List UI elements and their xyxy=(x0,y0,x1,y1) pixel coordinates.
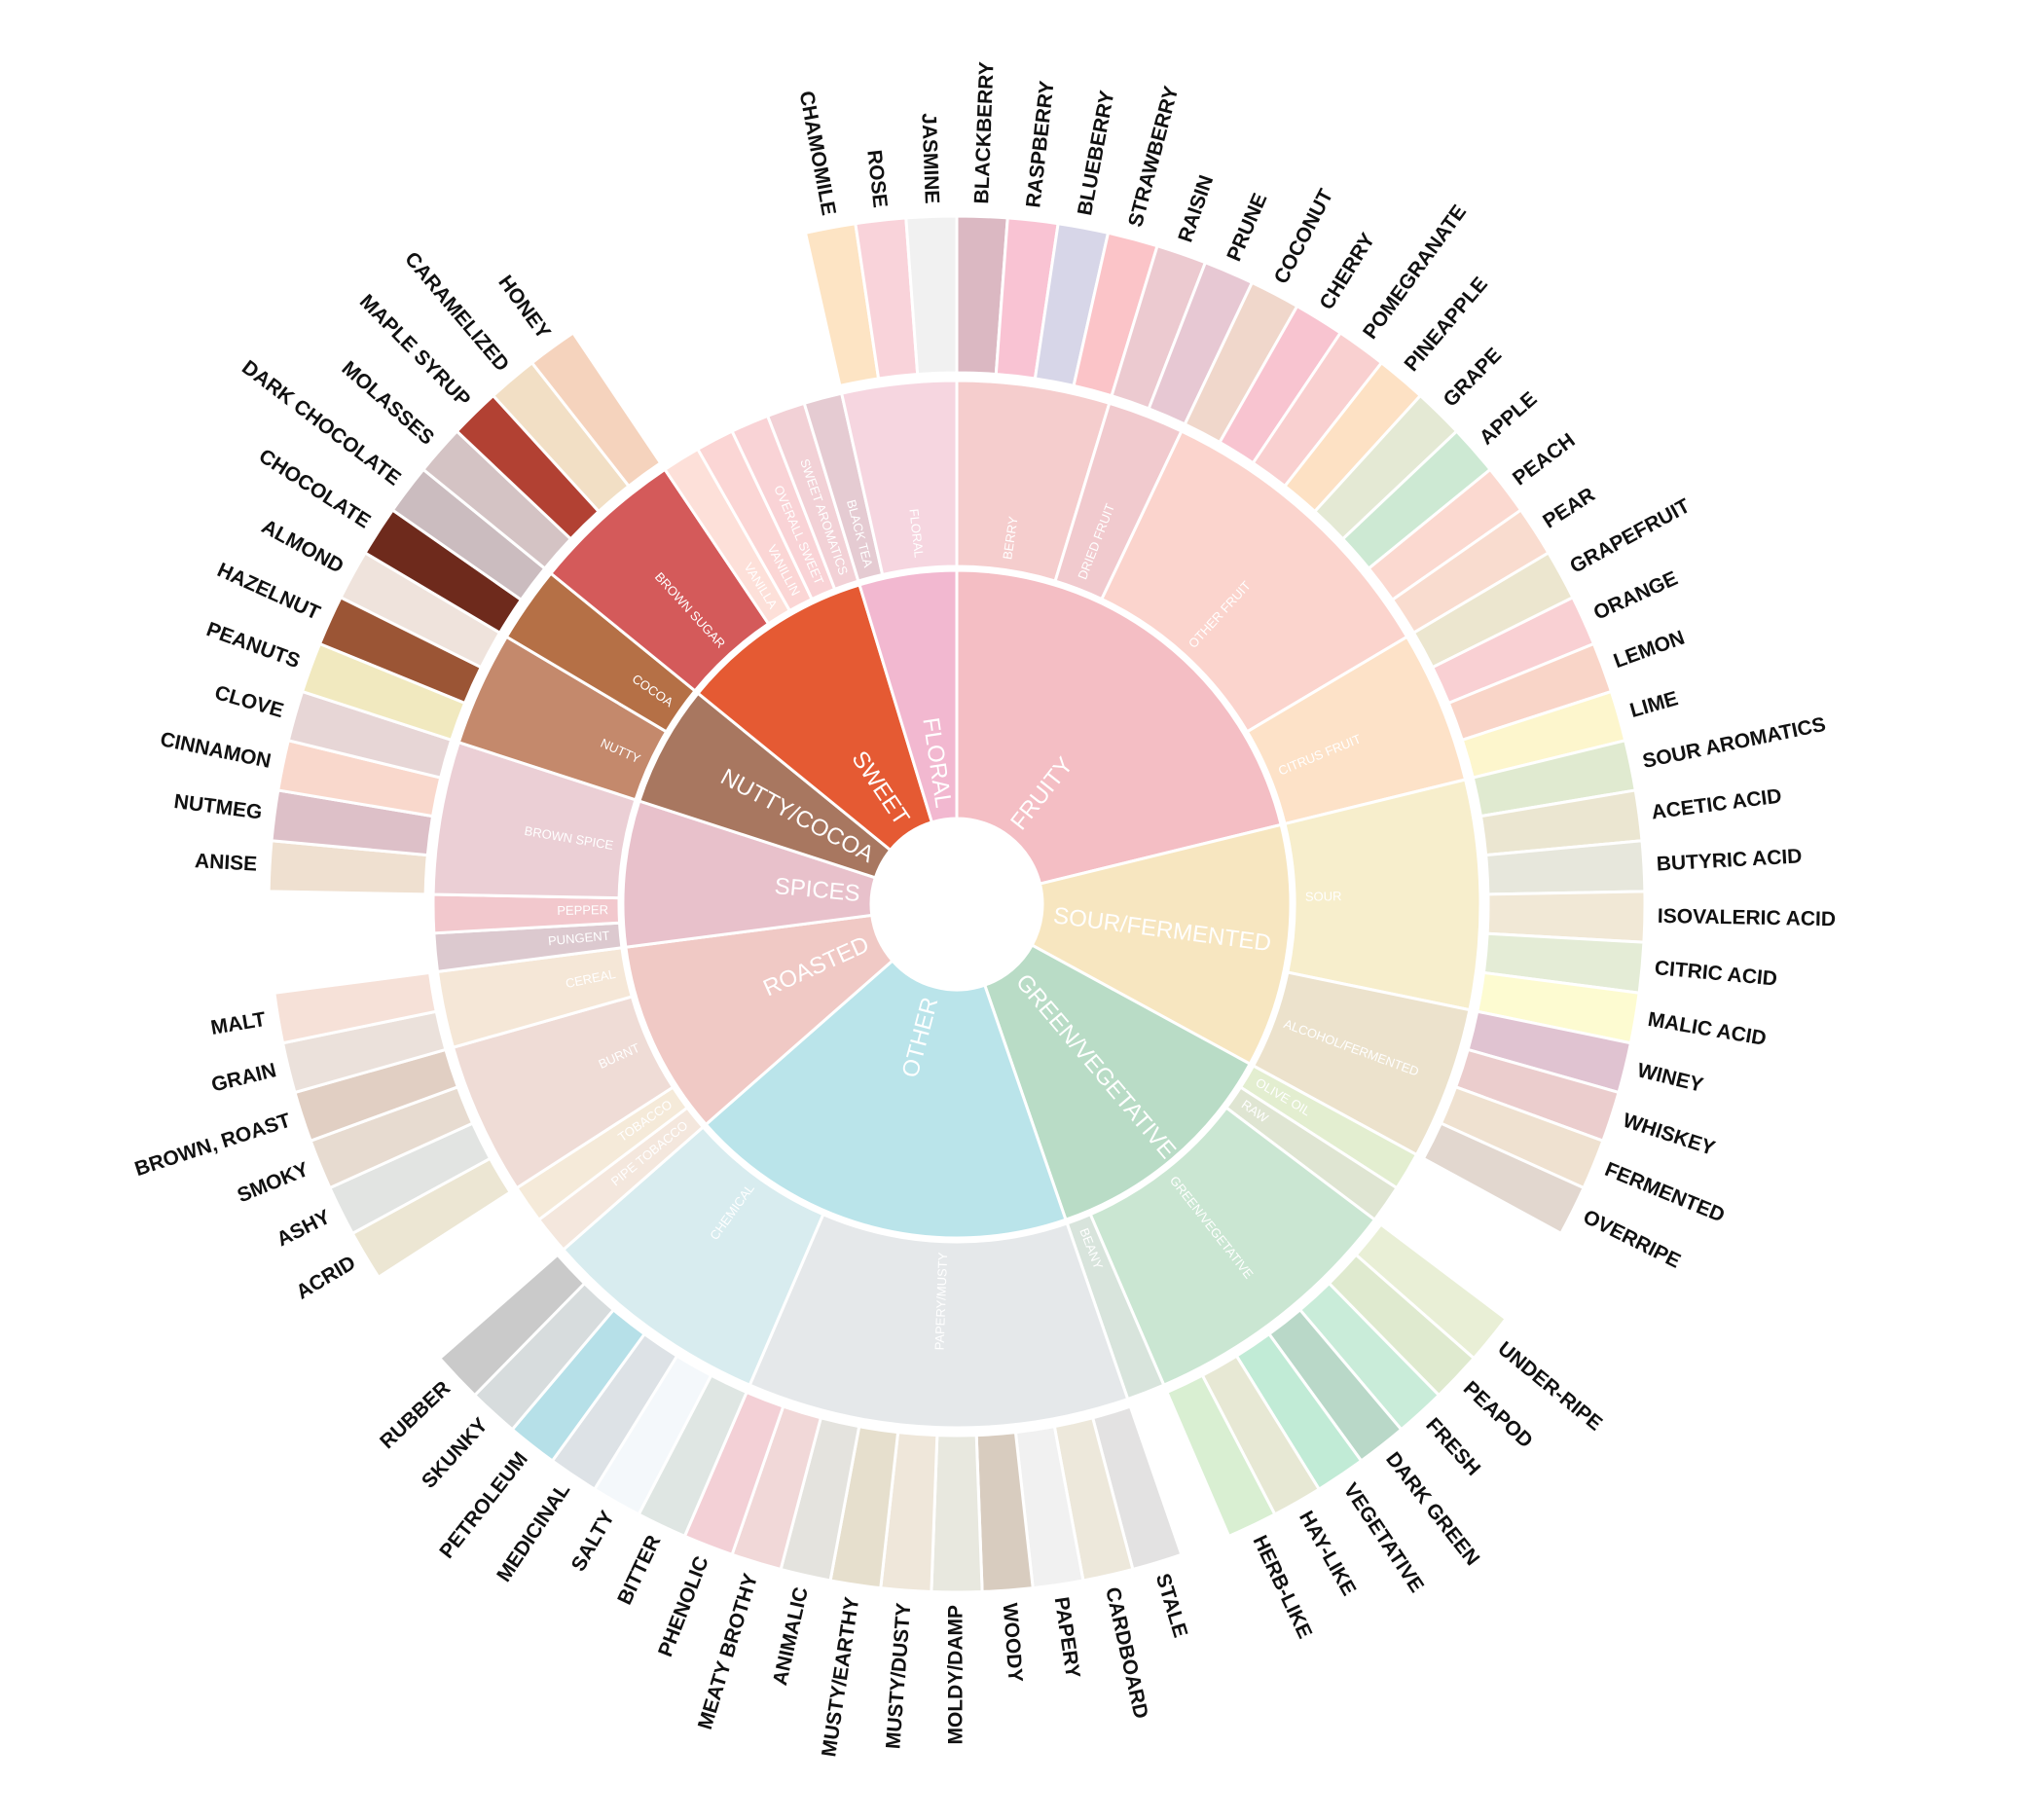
category-arc xyxy=(695,583,934,853)
flavor-label: PRUNE xyxy=(1223,190,1271,265)
flavor-label: ACRID xyxy=(292,1252,359,1304)
flavor-label: COCONUT xyxy=(1270,185,1338,287)
subcategory-label: BERRY xyxy=(1000,515,1020,561)
flavor-label: FERMENTED xyxy=(1601,1158,1728,1227)
flavor-label: MUSTY/EARTHY xyxy=(818,1595,863,1758)
category-arc xyxy=(1030,822,1293,1067)
flavor-label: PEAR xyxy=(1539,484,1599,533)
category-arc xyxy=(858,568,959,824)
flavor-label: SALTY xyxy=(567,1508,619,1576)
flavor-arc xyxy=(930,1434,984,1594)
flavor-label: BLUEBERRY xyxy=(1074,89,1118,217)
flavor-label: STRAWBERRY xyxy=(1124,84,1183,230)
flavor-label: PEAPOD xyxy=(1459,1377,1537,1453)
category-arc xyxy=(982,943,1253,1222)
flavor-label: BLACKBERRY xyxy=(970,61,998,204)
flavor-label: APPLE xyxy=(1476,387,1542,449)
flavor-label: HAY-LIKE xyxy=(1295,1508,1361,1600)
flavor-label: BUTYRIC ACID xyxy=(1656,845,1803,875)
flavor-label: CINNAMON xyxy=(159,728,274,773)
flavor-arc xyxy=(1421,1121,1587,1236)
flavor-label: PHENOLIC xyxy=(654,1553,713,1659)
flavor-label: SMOKY xyxy=(235,1158,312,1207)
flavor-label: MEATY BROTHY xyxy=(694,1571,762,1732)
flavor-label: CHERRY xyxy=(1315,230,1379,314)
flavor-label: ASHY xyxy=(274,1206,334,1252)
subcategory-label: PAPERY/MUSTY xyxy=(931,1252,950,1350)
flavor-label: SKUNKY xyxy=(418,1414,493,1493)
flavor-label: HAZELNUT xyxy=(214,559,324,625)
flavor-label: LIME xyxy=(1627,687,1681,722)
flavor-label: ANISE xyxy=(194,850,257,876)
flavor-label: ISOVALERIC ACID xyxy=(1658,905,1837,930)
flavor-label: WINEY xyxy=(1635,1059,1705,1097)
category-arc xyxy=(624,913,894,1127)
flavor-label: HONEY xyxy=(493,272,555,344)
flavor-label: RASPBERRY xyxy=(1022,80,1058,209)
category-arc xyxy=(704,958,1068,1240)
flavor-label: RUBBER xyxy=(376,1377,455,1453)
flavor-label: ROSE xyxy=(862,149,891,209)
flavor-arc xyxy=(273,970,439,1045)
flavor-label: CHAMOMILE xyxy=(795,90,840,218)
flavor-label: MUSTY/DUSTY xyxy=(882,1602,915,1750)
flavor-label: BROWN, ROAST xyxy=(132,1110,294,1181)
flavor-label: JASMINE xyxy=(917,113,942,204)
flavor-label: LEMON xyxy=(1611,627,1688,673)
category-arc xyxy=(621,799,878,949)
subcategory-label: PUNGENT xyxy=(547,928,610,949)
flavor-label: OVERRIPE xyxy=(1580,1206,1684,1273)
flavor-label: PEACH xyxy=(1509,429,1580,491)
flavor-arc xyxy=(529,330,663,489)
flavor-label: CLOVE xyxy=(212,681,286,722)
flavor-label: GRAPE xyxy=(1440,344,1507,411)
subcategory-label: FLORAL xyxy=(906,508,927,559)
flavor-label: NUTMEG xyxy=(172,790,263,824)
flavor-label: STALE xyxy=(1151,1571,1192,1640)
flavor-label: WHISKEY xyxy=(1621,1110,1718,1160)
subcategory-arc xyxy=(839,379,959,577)
flavor-label: WOODY xyxy=(999,1602,1027,1683)
flavor-label: CITRIC ACID xyxy=(1654,957,1778,991)
flavor-label: GRAIN xyxy=(209,1059,278,1096)
flavor-label: BITTER xyxy=(613,1532,665,1608)
subcategory-label: SOUR xyxy=(1305,889,1342,904)
flavor-label: DARK CHOCOLATE xyxy=(237,356,405,491)
flavor-label: MOLDY/DAMP xyxy=(945,1605,967,1745)
flavor-label: ORANGE xyxy=(1590,567,1681,625)
flavor-label: ACETIC ACID xyxy=(1650,784,1782,823)
flavor-label: MALT xyxy=(209,1008,268,1039)
flavor-arc xyxy=(437,1253,587,1398)
subcategory-label: PEPPER xyxy=(557,902,608,918)
flavor-arc xyxy=(1164,1373,1277,1539)
flavor-label: PEANUTS xyxy=(203,618,303,673)
flavor-label: HERB-LIKE xyxy=(1248,1532,1316,1642)
flavor-label: PAPERY xyxy=(1050,1595,1084,1680)
flavor-label: ANIMALIC xyxy=(769,1585,813,1688)
flavor-arc xyxy=(904,214,959,377)
flavor-label: ALMOND xyxy=(258,515,347,577)
flavor-label: CARDBOARD xyxy=(1101,1585,1152,1721)
flavor-label: FRESH xyxy=(1421,1414,1484,1480)
flavor-label: MALIC ACID xyxy=(1646,1008,1768,1050)
flavor-label: RAISIN xyxy=(1174,172,1218,245)
category-arc xyxy=(955,568,1283,886)
flavor-label: SOUR AROMATICS xyxy=(1641,713,1828,773)
